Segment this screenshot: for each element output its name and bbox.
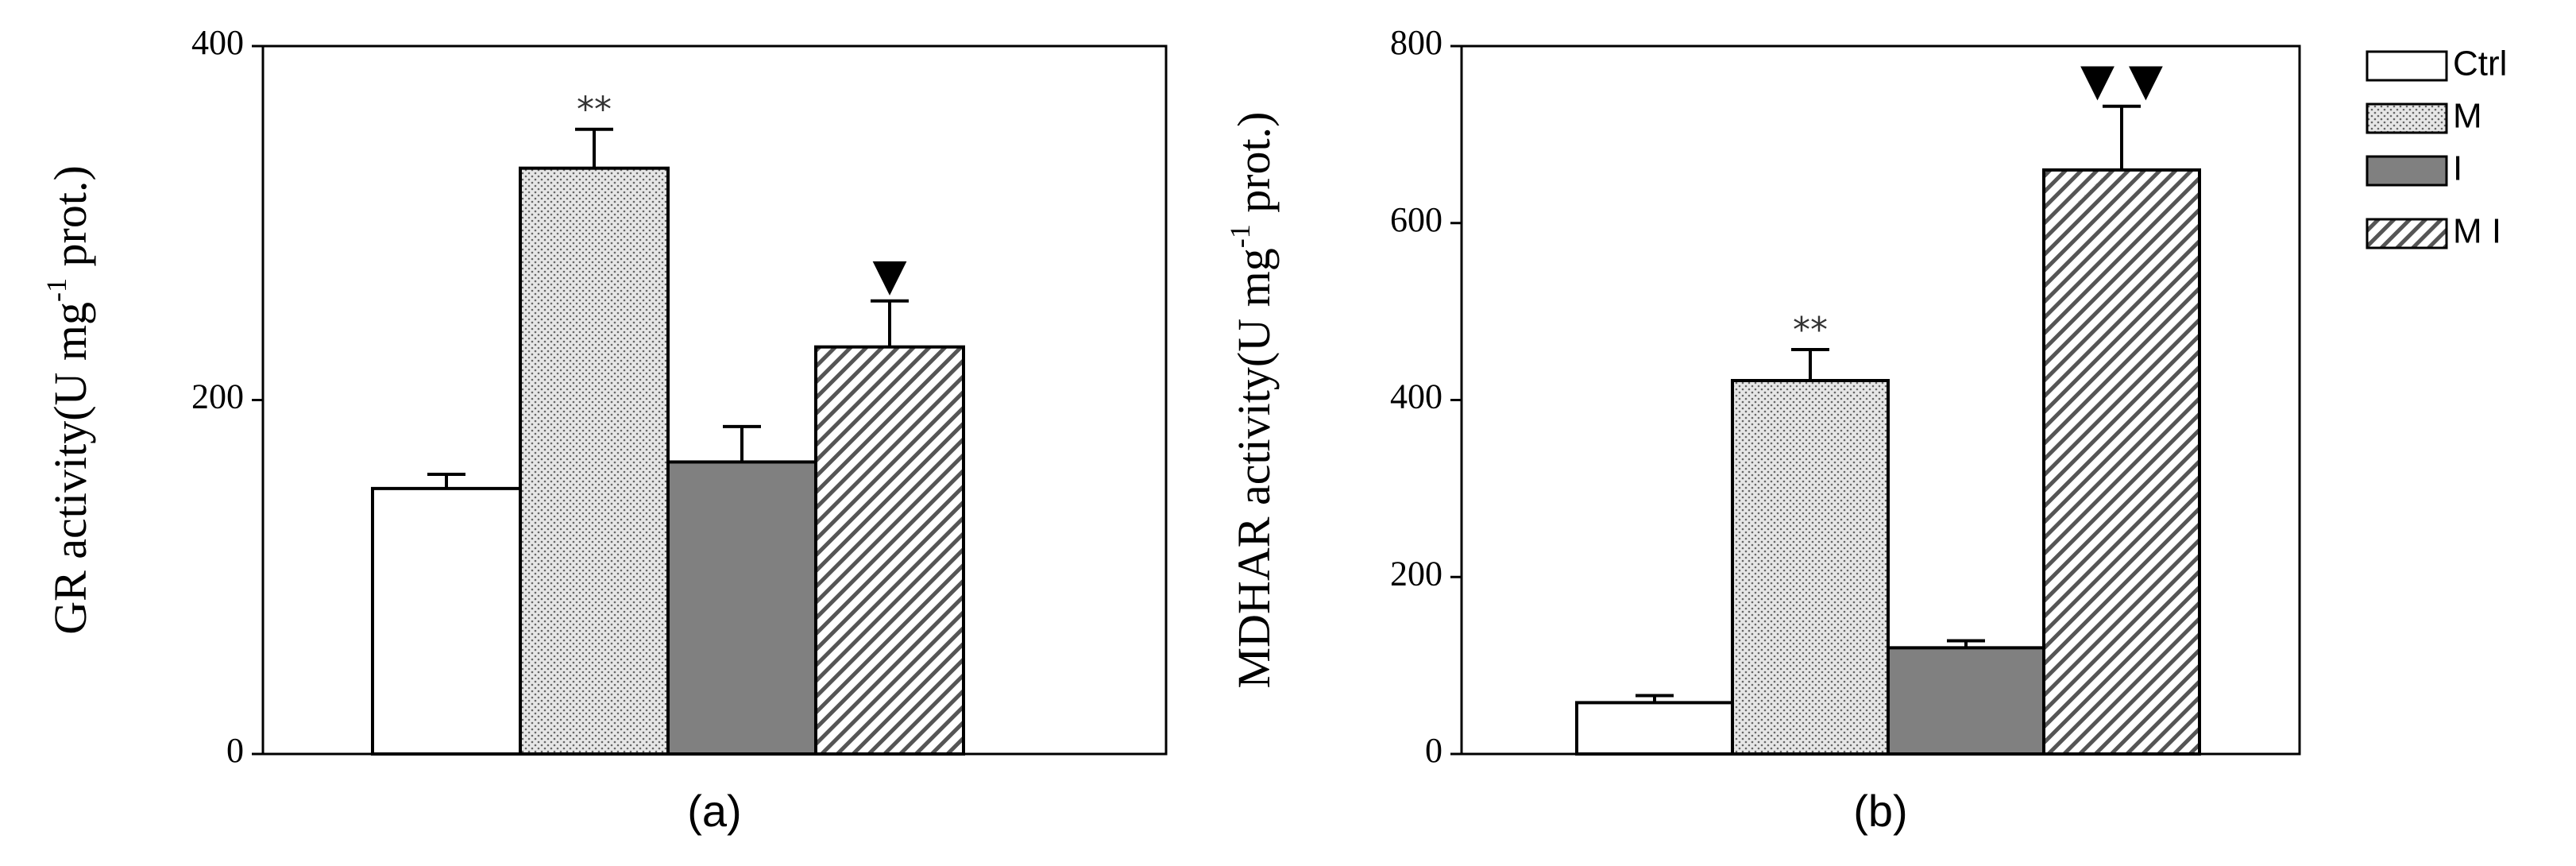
y-tick-label: 400 xyxy=(1390,377,1442,416)
bar xyxy=(666,460,817,756)
panel-label: (b) xyxy=(1853,786,1907,836)
y-tick-label: 200 xyxy=(1390,554,1442,593)
legend-label: M I xyxy=(2453,212,2501,251)
annotation: ** xyxy=(577,90,612,130)
annotation: ▼ ▼ xyxy=(2080,55,2163,106)
y-tick-label: 600 xyxy=(1390,200,1442,239)
y-axis-label-part: MDHAR activity(U mg xyxy=(1228,248,1280,688)
legend-swatch xyxy=(2366,218,2448,249)
bar xyxy=(1575,701,1734,756)
y-axis-label: GR activity(U mg-1 prot.) xyxy=(41,165,96,635)
bar xyxy=(814,345,965,756)
y-tick-label: 400 xyxy=(191,23,244,62)
bar xyxy=(1731,378,1890,756)
y-axis-label-part: -1 xyxy=(1224,224,1256,248)
legend-swatch xyxy=(2366,50,2448,82)
y-tick-label: 0 xyxy=(226,731,244,770)
legend-swatch xyxy=(2366,102,2448,134)
bar xyxy=(2042,168,2201,756)
y-tick-label: 800 xyxy=(1390,23,1442,62)
legend-swatch xyxy=(2366,155,2448,187)
y-tick-label: 200 xyxy=(191,377,244,416)
y-axis-label-part: prot.) xyxy=(44,165,96,278)
legend-label: M xyxy=(2453,97,2482,136)
y-axis-label-part: -1 xyxy=(41,278,72,302)
legend-label: Ctrl xyxy=(2453,44,2507,83)
y-axis-label-part: prot.) xyxy=(1228,112,1280,225)
y-tick-label: 0 xyxy=(1425,731,1442,770)
y-axis-label-part: GR activity(U mg xyxy=(44,302,96,635)
bar xyxy=(1887,646,2045,756)
annotation: ▼ xyxy=(872,249,906,301)
legend-label: I xyxy=(2453,149,2462,188)
panel-label: (a) xyxy=(687,786,741,836)
y-axis-label: MDHAR activity(U mg-1 prot.) xyxy=(1224,112,1280,689)
annotation: ** xyxy=(1793,310,1828,350)
bar xyxy=(519,166,670,756)
bar xyxy=(371,486,522,756)
